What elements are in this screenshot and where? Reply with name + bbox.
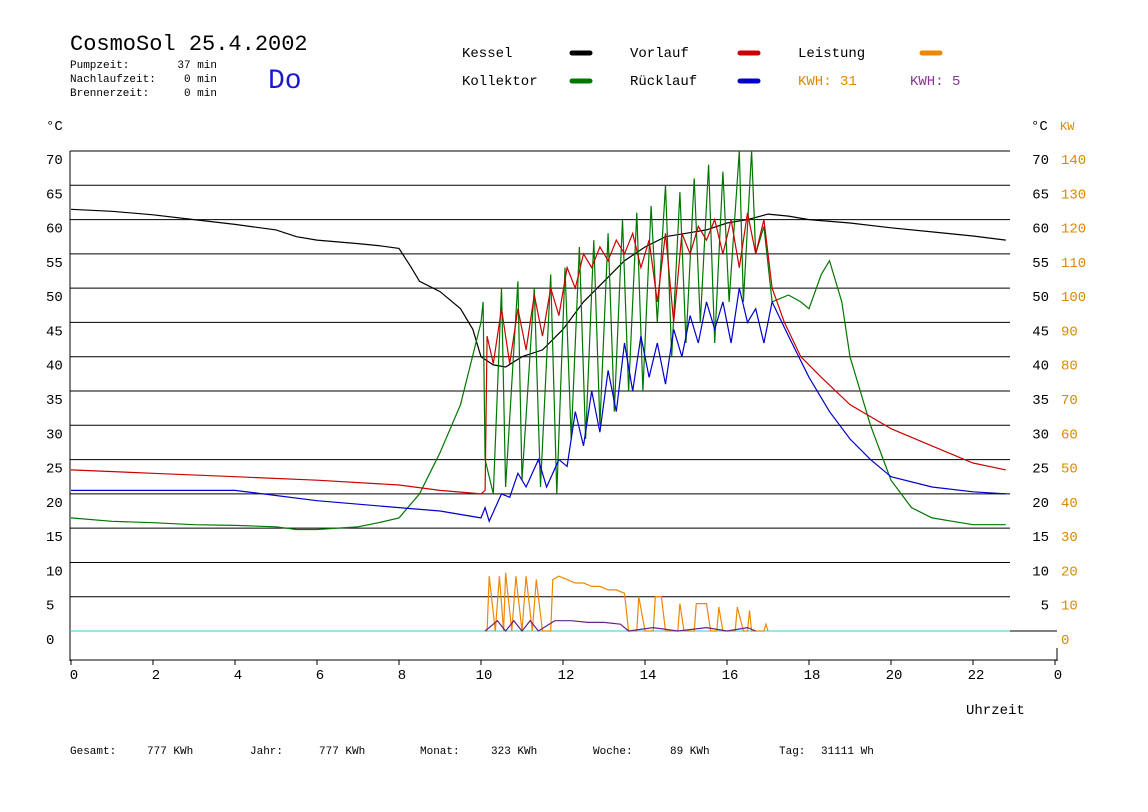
y-right-tick-label: 55 <box>1032 256 1049 272</box>
legend-label: Vorlauf <box>630 46 689 62</box>
info-label: Nachlaufzeit: <box>70 74 156 86</box>
y-right-tick-label: 60 <box>1032 222 1049 238</box>
y2-tick-label: 140 <box>1061 153 1086 169</box>
y-right-tick-label: 5 <box>1041 599 1049 615</box>
y2-tick-label: 20 <box>1061 564 1078 580</box>
y-tick-label: 5 <box>46 599 54 615</box>
y2-tick-label: 50 <box>1061 462 1078 478</box>
y-tick-label: 65 <box>46 187 63 203</box>
day-label: Do <box>268 66 302 97</box>
y-tick-label: 25 <box>46 462 63 478</box>
y2-tick-label: 10 <box>1061 599 1078 615</box>
footer-value: 777 KWh <box>319 746 365 758</box>
y-tick-label: 15 <box>46 530 63 546</box>
y-right-tick-label: 50 <box>1032 290 1049 306</box>
y-tick-label: 50 <box>46 290 63 306</box>
footer-value: 323 KWh <box>491 746 537 758</box>
y-right-tick-label: 70 <box>1032 153 1049 169</box>
footer-label: Gesamt: <box>70 746 116 758</box>
y-right-axis-label: °C <box>1031 119 1048 135</box>
y-tick-label: 45 <box>46 324 63 340</box>
info-value: 0 min <box>184 74 217 86</box>
footer-label: Monat: <box>420 746 460 758</box>
x-tick-label: 12 <box>558 668 575 684</box>
y2-tick-label: 100 <box>1061 290 1086 306</box>
y-right-tick-label: 45 <box>1032 324 1049 340</box>
y2-tick-label: 80 <box>1061 359 1078 375</box>
x-tick-label: 8 <box>398 668 406 684</box>
series-line <box>70 150 1006 531</box>
y2-tick-label: 60 <box>1061 427 1078 443</box>
footer-label: Woche: <box>593 746 633 758</box>
x-tick-label: 14 <box>640 668 657 684</box>
y-right-tick-label: 25 <box>1032 462 1049 478</box>
y-right-tick-label: 20 <box>1032 496 1049 512</box>
y-right-tick-label: 30 <box>1032 427 1049 443</box>
x-tick-label: 0 <box>1054 668 1062 684</box>
footer-value: 89 KWh <box>670 746 710 758</box>
y2-tick-label: 70 <box>1061 393 1078 409</box>
series-line <box>70 208 1006 368</box>
x-tick-label: 2 <box>152 668 160 684</box>
x-tick-label: 6 <box>316 668 324 684</box>
x-tick-label: 16 <box>722 668 739 684</box>
series-line <box>485 572 769 632</box>
x-tick-label: 0 <box>70 668 78 684</box>
y-tick-label: 20 <box>46 496 63 512</box>
y-right-tick-label: 35 <box>1032 393 1049 409</box>
y-right-tick-label: 65 <box>1032 187 1049 203</box>
y-tick-label: 35 <box>46 393 63 409</box>
y-tick-label: 30 <box>46 427 63 443</box>
series-line <box>70 212 1006 495</box>
y-tick-label: 55 <box>46 256 63 272</box>
chart-title: CosmoSol 25.4.2002 <box>70 32 308 57</box>
y2-tick-label: 30 <box>1061 530 1078 546</box>
legend-label: Rücklauf <box>630 74 697 90</box>
legend-label: Kessel <box>462 46 512 62</box>
annotation: KWH: 31 <box>798 74 857 90</box>
footer-label: Jahr: <box>250 746 283 758</box>
footer-label: Tag: <box>779 746 805 758</box>
x-tick-label: 10 <box>476 668 493 684</box>
info-label: Pumpzeit: <box>70 60 129 72</box>
y2-tick-label: 130 <box>1061 187 1086 203</box>
y2-tick-label: 110 <box>1061 256 1086 272</box>
y2-tick-label: 40 <box>1061 496 1078 512</box>
y2-tick-label: 120 <box>1061 222 1086 238</box>
y-tick-label: 60 <box>46 222 63 238</box>
x-tick-label: 20 <box>886 668 903 684</box>
x-axis-label: Uhrzeit <box>966 703 1025 719</box>
info-value: 0 min <box>184 88 217 100</box>
footer-value: 777 KWh <box>147 746 193 758</box>
series-line <box>71 287 1006 524</box>
series-line <box>484 619 756 632</box>
y-right-tick-label: 10 <box>1032 564 1049 580</box>
legend-label: Kollektor <box>462 74 538 90</box>
y-tick-label: 10 <box>46 564 63 580</box>
y-axis-label: °C <box>46 119 63 135</box>
x-tick-label: 4 <box>234 668 242 684</box>
legend-label: Leistung <box>798 46 865 62</box>
y2-tick-label: 0 <box>1061 633 1069 649</box>
y-right-tick-label: 15 <box>1032 530 1049 546</box>
info-label: Brennerzeit: <box>70 88 149 100</box>
y2-axis-label: KW <box>1060 120 1075 134</box>
x-tick-label: 22 <box>968 668 985 684</box>
y-right-tick-label: 40 <box>1032 359 1049 375</box>
footer-value: 31111 Wh <box>821 746 874 758</box>
annotation: KWH: 5 <box>910 74 960 90</box>
x-tick-label: 18 <box>804 668 821 684</box>
y-tick-label: 70 <box>46 153 63 169</box>
info-value: 37 min <box>177 60 217 72</box>
y2-tick-label: 90 <box>1061 324 1078 340</box>
y-tick-label: 0 <box>46 633 54 649</box>
y-tick-label: 40 <box>46 359 63 375</box>
